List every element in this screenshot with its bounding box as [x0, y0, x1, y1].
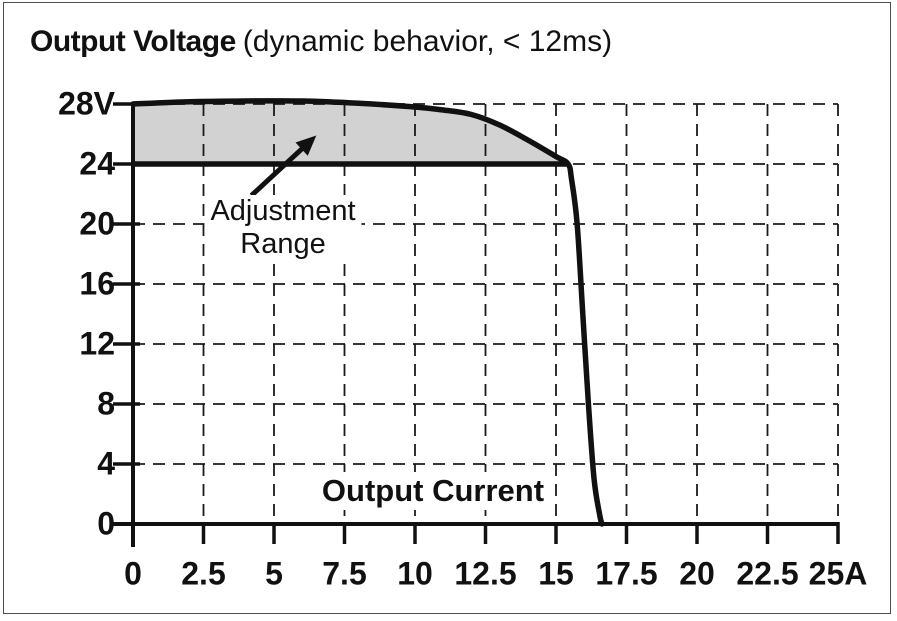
y-tick-label: 12 [10, 326, 115, 363]
y-tick-label: 16 [10, 266, 115, 303]
y-tick-label: 24 [10, 146, 115, 183]
y-tick-label: 8 [10, 386, 115, 423]
adjustment-region-fill [133, 101, 568, 164]
x-tick-label: 25A [809, 556, 868, 593]
y-tick-label: 28V [10, 86, 115, 123]
x-tick-label: 5 [265, 556, 283, 593]
y-tick-label: 20 [10, 206, 115, 243]
adjustment-range-label-line1: Adjustment [210, 195, 355, 228]
x-tick-label: 20 [679, 556, 715, 593]
x-tick-label: 10 [397, 556, 433, 593]
x-tick-label: 7.5 [322, 556, 366, 593]
x-tick-label: 17.5 [595, 556, 657, 593]
x-tick-label: 12.5 [454, 556, 516, 593]
x-tick-label: 22.5 [736, 556, 798, 593]
x-axis-title: Output Current [314, 472, 552, 510]
y-tick-label: 4 [10, 446, 115, 483]
x-tick-label: 0 [124, 556, 142, 593]
chart-panel: Output Voltage(dynamic behavior, < 12ms)… [0, 0, 897, 621]
plot-area [0, 0, 897, 621]
x-tick-label: 2.5 [181, 556, 225, 593]
adjustment-range-label-line2: Range [210, 228, 355, 261]
adjustment-range-label: Adjustment Range [204, 195, 361, 261]
x-tick-label: 15 [538, 556, 574, 593]
y-tick-label: 0 [10, 506, 115, 543]
